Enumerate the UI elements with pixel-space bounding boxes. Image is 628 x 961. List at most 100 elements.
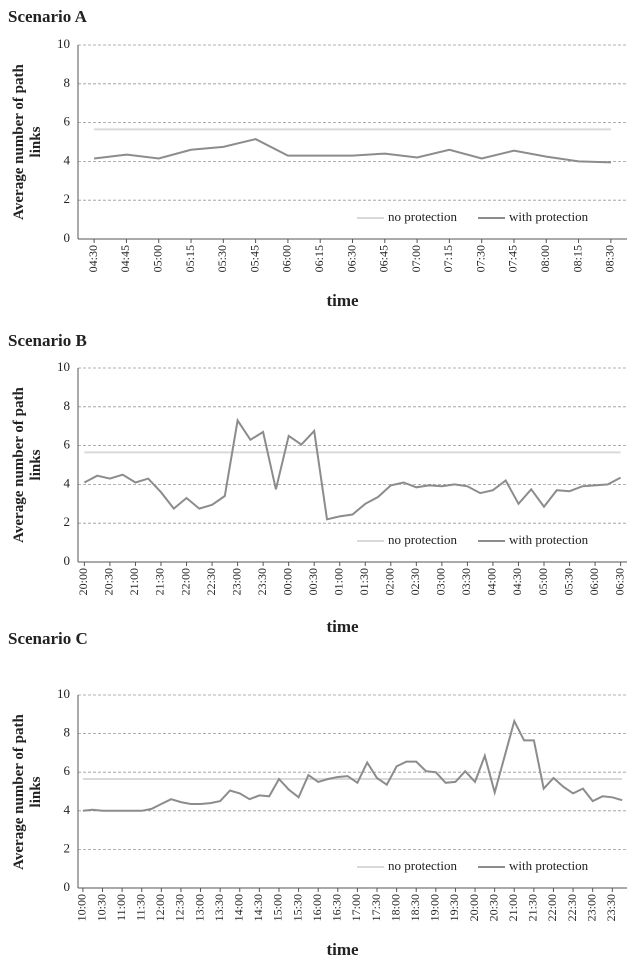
x-tick-label: 21:00 — [506, 894, 520, 921]
x-tick-label: 06:30 — [344, 245, 358, 272]
x-tick-label: 23:30 — [255, 568, 269, 595]
y-tick-label: 10 — [57, 36, 70, 51]
x-tick-label: 13:00 — [192, 894, 206, 921]
x-tick-label: 05:00 — [150, 245, 164, 272]
x-tick-label: 19:30 — [447, 894, 461, 921]
series-line — [83, 417, 622, 521]
x-tick-label: 17:00 — [349, 894, 363, 921]
x-axis-label: time — [326, 940, 359, 959]
y-tick-label: 6 — [64, 437, 71, 452]
y-axis-label: Average number of path links — [11, 64, 44, 220]
x-tick-label: 23:00 — [229, 568, 243, 595]
series-line — [93, 138, 611, 164]
x-tick-label: 02:00 — [383, 568, 397, 595]
x-tick-label: 12:30 — [173, 894, 187, 921]
y-axis-label: Average number of path links — [11, 387, 44, 543]
chart: Scenario A 0 2 4 6 8 10 04:30 04:45 05:00 05:15 05:… — [8, 7, 627, 310]
x-tick-label: 22:30 — [565, 894, 579, 921]
x-tick-label: 04:45 — [118, 245, 132, 272]
y-tick-label: 2 — [64, 840, 71, 855]
x-tick-label: 04:30 — [510, 568, 524, 595]
x-tick-label: 06:45 — [377, 245, 391, 272]
x-tick-label: 00:30 — [306, 568, 320, 595]
x-tick-label: 21:30 — [526, 894, 540, 921]
chart: Scenario C 0 2 4 6 8 10 10:00 10:30 11:00 11:30 12:… — [8, 629, 627, 959]
x-tick-label: 05:00 — [536, 568, 550, 595]
y-tick-label: 2 — [64, 514, 71, 529]
chart-title: Scenario A — [8, 7, 88, 26]
x-tick-label: 03:00 — [434, 568, 448, 595]
x-tick-label: 16:00 — [310, 894, 324, 921]
y-tick-label: 2 — [64, 191, 71, 206]
y-tick-label: 0 — [64, 230, 71, 245]
x-tick-label: 05:15 — [183, 245, 197, 272]
x-tick-label: 05:30 — [215, 245, 229, 272]
x-tick-label: 17:30 — [369, 894, 383, 921]
x-tick-label: 02:30 — [408, 568, 422, 595]
x-tick-label: 20:30 — [102, 568, 116, 595]
legend-label: with protection — [509, 209, 589, 224]
y-tick-label: 4 — [64, 152, 71, 167]
x-tick-label: 14:30 — [251, 894, 265, 921]
x-tick-label: 22:30 — [204, 568, 218, 595]
x-tick-label: 07:00 — [409, 245, 423, 272]
x-tick-label: 08:30 — [603, 245, 617, 272]
chart-title: Scenario C — [8, 629, 88, 648]
y-tick-label: 4 — [64, 802, 71, 817]
x-tick-label: 20:00 — [467, 894, 481, 921]
x-tick-label: 15:30 — [290, 894, 304, 921]
x-tick-label: 07:45 — [506, 245, 520, 272]
x-tick-label: 14:00 — [232, 894, 246, 921]
y-tick-label: 0 — [64, 879, 71, 894]
legend-label: with protection — [509, 532, 589, 547]
x-tick-label: 19:00 — [428, 894, 442, 921]
y-axis-label: Average number of path links — [11, 713, 44, 870]
series-line — [82, 718, 623, 812]
x-tick-label: 06:30 — [612, 568, 626, 595]
x-tick-label: 23:00 — [584, 894, 598, 921]
legend-label: with protection — [509, 858, 589, 873]
legend-label: no protection — [388, 209, 457, 224]
x-tick-label: 04:00 — [485, 568, 499, 595]
x-axis-label: time — [326, 291, 359, 310]
y-tick-label: 10 — [57, 686, 70, 701]
x-tick-label: 08:00 — [538, 245, 552, 272]
x-tick-label: 12:00 — [153, 894, 167, 921]
y-tick-label: 8 — [64, 75, 71, 90]
x-tick-label: 22:00 — [545, 894, 559, 921]
y-tick-label: 6 — [64, 114, 71, 129]
x-tick-label: 05:45 — [247, 245, 261, 272]
y-tick-label: 10 — [57, 359, 70, 374]
x-axis-label: time — [326, 617, 359, 636]
x-tick-label: 07:30 — [473, 245, 487, 272]
y-tick-label: 6 — [64, 763, 71, 778]
x-tick-label: 00:00 — [280, 568, 294, 595]
x-tick-label: 21:30 — [153, 568, 167, 595]
x-tick-label: 20:00 — [76, 568, 90, 595]
x-tick-label: 01:30 — [357, 568, 371, 595]
x-tick-label: 21:00 — [127, 568, 141, 595]
x-tick-label: 06:00 — [587, 568, 601, 595]
x-tick-label: 23:30 — [604, 894, 618, 921]
y-tick-label: 8 — [64, 725, 71, 740]
y-tick-label: 4 — [64, 475, 71, 490]
x-tick-label: 15:00 — [271, 894, 285, 921]
x-tick-label: 01:00 — [331, 568, 345, 595]
x-tick-label: 06:00 — [280, 245, 294, 272]
x-tick-label: 06:15 — [312, 245, 326, 272]
x-tick-label: 10:30 — [94, 894, 108, 921]
x-tick-label: 18:00 — [388, 894, 402, 921]
x-tick-label: 08:15 — [570, 245, 584, 272]
x-tick-label: 10:00 — [75, 894, 89, 921]
x-tick-label: 04:30 — [86, 245, 100, 272]
x-tick-label: 07:15 — [441, 245, 455, 272]
y-tick-label: 0 — [64, 553, 71, 568]
y-tick-label: 8 — [64, 398, 71, 413]
chart-title: Scenario B — [8, 331, 87, 350]
x-tick-label: 22:00 — [178, 568, 192, 595]
legend-label: no protection — [388, 858, 457, 873]
x-tick-label: 03:30 — [459, 568, 473, 595]
x-tick-label: 11:30 — [133, 894, 147, 921]
